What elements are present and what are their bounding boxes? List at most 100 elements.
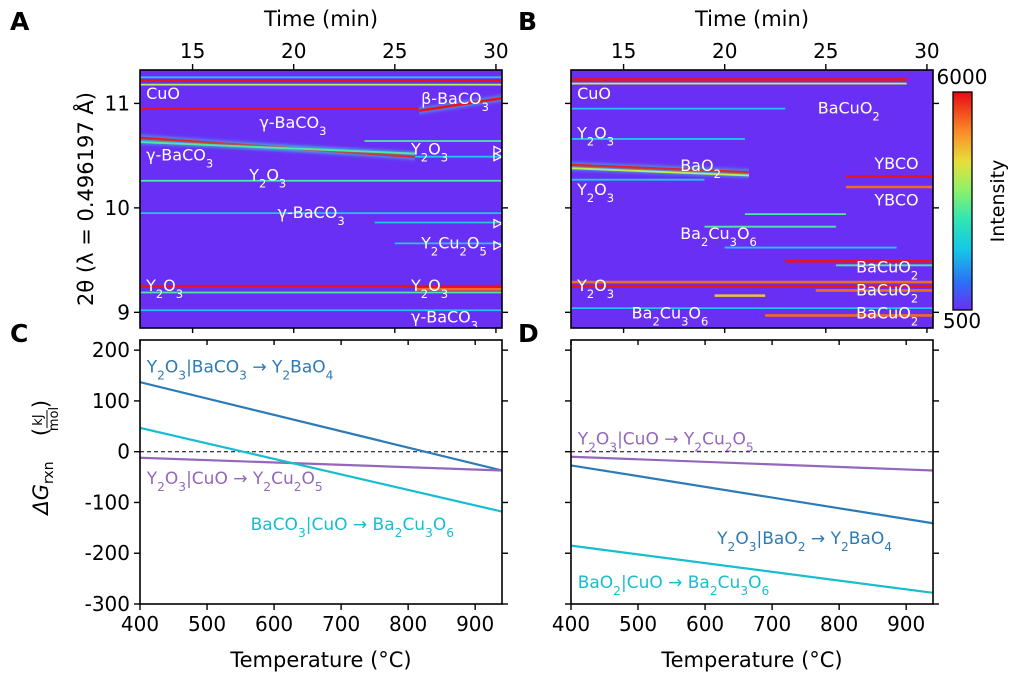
axes: 15 20 25 30 9 10 11 — [105, 39, 509, 333]
series-line — [571, 455, 933, 472]
phase-label: Y2O3 — [576, 276, 614, 301]
line-panel-d: Y2O3|CuO → Y2Cu2O5 Y2O3|BaO2 → Y2BaO4 BaO2… — [552, 339, 939, 672]
x-axis-label: Temperature (°C) — [229, 648, 411, 672]
x-axis-label: Temperature (°C) — [660, 648, 842, 672]
phase-label: BaCuO2 — [856, 280, 918, 305]
y-tick-label: 0 — [117, 440, 130, 464]
heatmap-panel-a: CuO β-BaCO3 γ-BaCO3 Y2O3 γ-BaCO3 Y2O3 γ-BaCO3 Y… — [72, 7, 509, 333]
panel-letter-b: B — [518, 7, 537, 36]
y-axis-label: 2θ (λ = 0.496197 Å) — [72, 92, 98, 306]
y-tick-label: 100 — [92, 389, 130, 413]
series-line — [140, 381, 502, 472]
x-tick-label: 30 — [914, 39, 939, 63]
axes: 15 20 25 30 — [565, 39, 940, 333]
panel-letter-a: A — [10, 7, 30, 36]
peak-marker — [493, 151, 504, 162]
x-tick-label: 900 — [887, 612, 925, 636]
peak-trace — [418, 96, 502, 113]
svg-text:ΔGrxn: ΔGrxn — [29, 461, 57, 516]
series-label: Y2O3|BaCO3 → Y2BaO4 — [146, 357, 334, 382]
series-layer — [571, 451, 933, 594]
y-tick-label: 9 — [117, 300, 130, 324]
x-tick-label: 500 — [188, 612, 226, 636]
peak-marker — [493, 145, 504, 156]
panel-letter-c: C — [10, 319, 28, 348]
phase-label: γ-BaCO3 — [259, 113, 326, 138]
x-axis-label: Time (min) — [263, 7, 378, 31]
phase-label: γ-BaCO3 — [411, 308, 478, 333]
series-label: BaCO3|CuO → Ba2Cu3O6 — [251, 515, 455, 540]
phase-label: CuO — [577, 84, 611, 103]
y-tick-label: -100 — [85, 490, 130, 514]
x-tick-label: 15 — [611, 39, 636, 63]
series-line — [571, 464, 933, 525]
phase-label: BaCuO2 — [856, 257, 918, 282]
phase-label: Y2O3 — [410, 139, 448, 164]
marker-layer — [493, 145, 504, 251]
series-line — [140, 456, 502, 472]
svg-text:kJ: kJ — [31, 414, 46, 425]
series-label-layer: Y2O3|BaCO3 → Y2BaO4 Y2O3|CuO → Y2Cu2O5 BaC… — [146, 357, 455, 539]
phase-label: Y2O3 — [576, 124, 614, 149]
y-tick-label: -200 — [85, 541, 130, 565]
series-layer — [140, 381, 502, 513]
x-tick-label: 700 — [753, 612, 791, 636]
x-tick-label: 25 — [382, 39, 407, 63]
phase-label: BaCuO2 — [856, 303, 918, 328]
x-tick-label: 900 — [456, 612, 494, 636]
x-tick-label: 400 — [121, 612, 159, 636]
phase-label: Y2O3 — [248, 165, 286, 190]
svg-text:): ) — [29, 400, 53, 408]
series-line — [571, 544, 933, 594]
phase-label: γ-BaCO3 — [278, 203, 345, 228]
phase-label: β-BaCO3 — [421, 89, 489, 114]
heatmap-panel-b: CuO BaCuO2 Y2O3 BaO2 YBCO Y2O3 YBCO Ba2Cu3O6 BaC… — [565, 7, 940, 333]
series-label: Y2O3|BaO2 → Y2BaO4 — [716, 529, 892, 554]
colorbar: 6000 500 Intensity — [937, 65, 1009, 333]
phase-label: CuO — [146, 84, 180, 103]
annotation-layer: CuO BaCuO2 Y2O3 BaO2 YBCO Y2O3 YBCO Ba2Cu3O6 BaC… — [576, 84, 919, 328]
series-label: BaO2|CuO → Ba2Cu3O6 — [578, 573, 770, 598]
phase-label: Ba2Cu3O6 — [632, 303, 709, 328]
axes: 400 500 600 700 800 900 -300 -200 -100 0 100 200 — [85, 338, 508, 636]
phase-label: Y2O3 — [145, 276, 183, 301]
x-tick-label: 30 — [483, 39, 508, 63]
x-tick-label: 25 — [813, 39, 838, 63]
phase-label: YBCO — [873, 191, 918, 210]
x-tick-label: 800 — [820, 612, 858, 636]
peak-trace — [571, 163, 750, 174]
x-tick-label: 20 — [281, 39, 306, 63]
phase-label: Y2Cu2O5 — [420, 233, 487, 258]
y-tick-label: -300 — [85, 592, 130, 616]
phase-label: Ba2Cu3O6 — [680, 224, 757, 249]
line-panel-c: Y2O3|BaCO3 → Y2BaO4 Y2O3|CuO → Y2Cu2O5 BaC… — [29, 338, 508, 672]
phase-label: γ-BaCO3 — [146, 146, 213, 171]
svg-text:(: ( — [29, 428, 53, 436]
x-tick-label: 600 — [255, 612, 293, 636]
annotation-layer: CuO β-BaCO3 γ-BaCO3 Y2O3 γ-BaCO3 Y2O3 γ-BaCO3 Y… — [145, 84, 489, 333]
peak-trace — [571, 167, 750, 177]
colorbar-label: Intensity — [987, 160, 1009, 243]
peak-marker — [493, 240, 504, 251]
axes: 400 500 600 700 800 900 — [552, 340, 939, 636]
y-axis-label: ΔGrxn ( kJ mol ) — [29, 400, 62, 517]
x-tick-label: 15 — [180, 39, 205, 63]
series-line — [140, 426, 502, 513]
peak-layer — [140, 75, 502, 313]
phase-label: Y2O3 — [576, 180, 614, 205]
x-tick-label: 600 — [686, 612, 724, 636]
svg-text:mol: mol — [47, 407, 62, 431]
panel-letter-d: D — [518, 319, 539, 348]
x-axis-label: Time (min) — [694, 7, 809, 31]
peak-marker — [493, 218, 504, 229]
x-tick-label: 20 — [712, 39, 737, 63]
x-tick-label: 800 — [389, 612, 427, 636]
phase-label: BaO2 — [680, 156, 721, 181]
phase-label: Y2O3 — [410, 276, 448, 301]
peak-trace — [140, 141, 416, 155]
colorbar-min-label: 500 — [943, 309, 981, 333]
y-tick-label: 10 — [105, 196, 130, 220]
y-tick-label: 200 — [92, 338, 130, 362]
x-tick-label: 400 — [552, 612, 590, 636]
